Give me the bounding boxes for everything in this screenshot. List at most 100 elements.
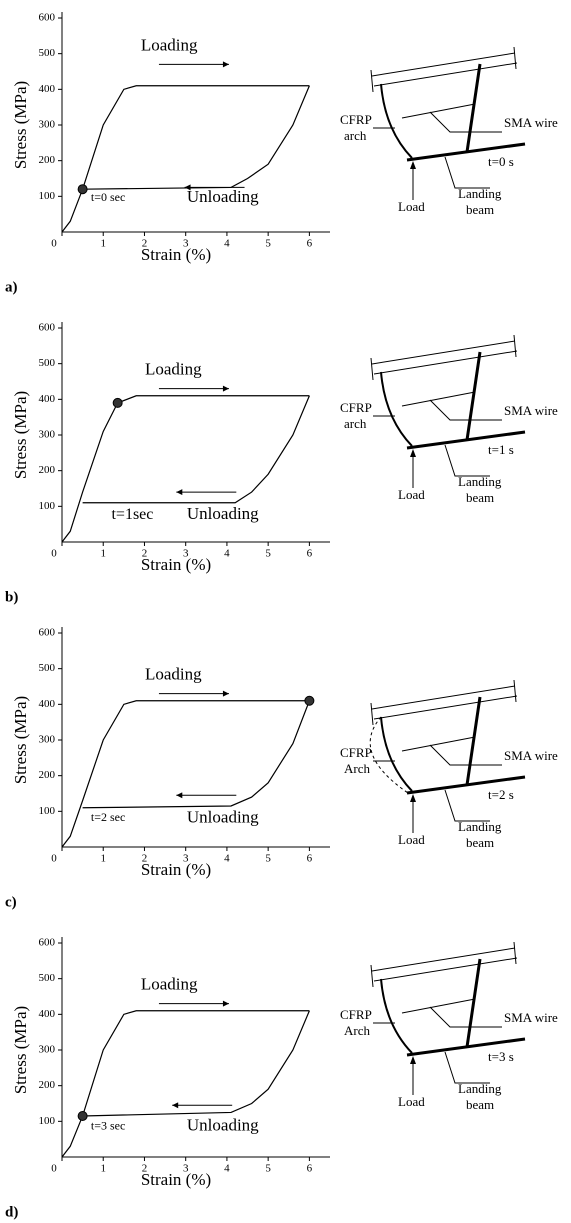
x-axis-label: Strain (%) [141,1170,211,1189]
landing-beam [406,430,526,450]
x-tick-label: 3 [183,853,189,865]
x-axis-label: Strain (%) [141,860,211,879]
x-tick-label: 6 [307,853,313,865]
load-label: Load [398,1094,425,1109]
x-tick-label: 5 [265,1163,271,1175]
leaders [373,1006,502,1095]
y-tick-label: 400 [39,698,56,710]
arch [380,371,413,447]
beam-label: beam [466,490,494,505]
load-arrowhead [410,449,416,457]
y-tick-label: 100 [39,1115,56,1127]
state-point [77,184,88,195]
beam-label: Landing [458,1081,502,1096]
top-beam [371,947,518,982]
x-axis-label: Strain (%) [141,555,211,574]
x-tick-label: 4 [224,548,230,560]
time-label: t=0 sec [91,190,125,204]
x-axis-label: Strain (%) [141,245,211,264]
y-tick-label: 600 [39,627,56,639]
y-tick-label: 600 [39,937,56,949]
y-tick-label: 500 [39,357,56,369]
x-tick-label: 4 [224,238,230,250]
y-tick-label: 200 [39,1079,56,1091]
state-point [304,695,315,706]
x-tick-label: 2 [142,238,148,250]
stress-strain-curve [61,85,310,233]
y-tick-label: 200 [39,464,56,476]
beam-label: beam [466,202,494,217]
arch-label: CFRP [340,400,372,415]
load-arrowhead [410,1056,416,1064]
arch-label: CFRP [340,1007,372,1022]
y-tick-label: 200 [39,769,56,781]
x-tick-label: 2 [142,548,148,560]
panel-label: c) [5,894,17,910]
x-tick-label: 2 [142,853,148,865]
loading-label: Loading [145,665,202,684]
x-tick-label: 1 [100,548,106,560]
landing-beam [406,1037,526,1057]
y-tick-label: 100 [39,190,56,202]
y-tick-label: 100 [39,500,56,512]
wire-label: SMA wire [504,403,558,418]
arch-label: Arch [344,1023,370,1038]
x-tick-label: 4 [224,1163,230,1175]
cross-link [401,736,476,752]
stress-strain-curve [61,1010,310,1158]
y-axis-label: Stress (MPa) [11,81,30,169]
time-label: t=3 s [488,1049,514,1064]
leaders [373,744,502,833]
stress-strain-curve [82,1010,310,1117]
y-tick-label: 400 [39,1008,56,1020]
time-label: t=2 s [488,787,514,802]
beam-label: Landing [458,819,502,834]
load-label: Load [398,832,425,847]
leaders [373,111,502,200]
y-tick-label: 400 [39,83,56,95]
loading-label: Loading [141,975,198,994]
panel-label: a) [5,279,18,295]
cross-link [401,998,476,1014]
top-beam-ends [370,334,517,381]
leaders [373,399,502,488]
sma-wire [465,351,482,441]
time-label: t=0 s [488,154,514,169]
beam-label: beam [466,1097,494,1112]
arch-deflected [369,716,409,794]
loading-label: Loading [145,360,202,379]
unloading-label: Unloading [187,807,259,826]
stress-strain-curve [61,700,310,848]
x-tick-label: 1 [100,238,106,250]
y-tick-label: 500 [39,662,56,674]
panel-label: d) [5,1204,18,1220]
x-tick-label: 3 [183,548,189,560]
x-tick-label: 6 [307,548,313,560]
x-tick-label: 0 [51,548,57,560]
landing-beam [406,775,526,795]
y-tick-label: 500 [39,47,56,59]
unloading-label: Unloading [187,187,259,206]
cross-link [401,391,476,407]
arch [380,83,413,159]
x-tick-label: 6 [307,1163,313,1175]
unloading-label: Unloading [187,504,259,523]
x-tick-label: 1 [100,1163,106,1175]
arch-label: Arch [344,761,370,776]
arch [380,978,413,1054]
beam-label: beam [466,835,494,850]
arch-label: CFRP [340,112,372,127]
y-tick-label: 500 [39,972,56,984]
arch-label: arch [344,416,367,431]
x-tick-label: 3 [183,1163,189,1175]
y-tick-label: 600 [39,12,56,24]
wire-label: SMA wire [504,748,558,763]
stress-strain-curve [82,700,310,809]
y-axis-label: Stress (MPa) [11,696,30,784]
x-tick-label: 4 [224,853,230,865]
y-tick-label: 300 [39,429,56,441]
